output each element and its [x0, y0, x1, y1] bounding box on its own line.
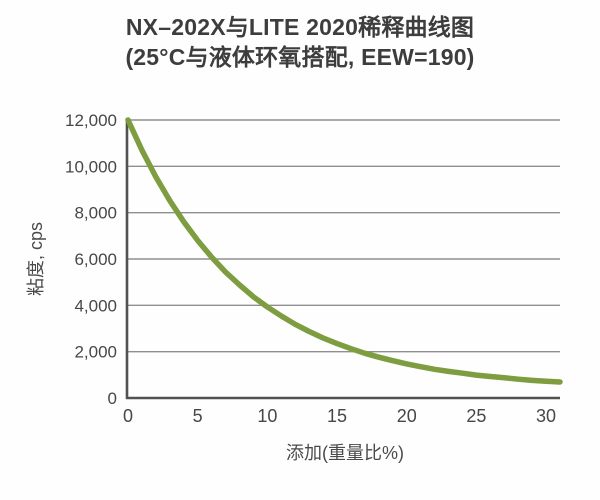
- dilution-curve: [125, 117, 563, 385]
- y-tick-label: 6,000: [74, 250, 117, 269]
- axes: [125, 118, 560, 400]
- y-tick-label: 8,000: [74, 204, 117, 223]
- y-tick-labels: 0 2,000 4,000 6,000 8,000 10,000 12,000: [65, 111, 117, 408]
- x-tick-label: 0: [123, 406, 133, 426]
- chart-title-line2: (25°C与液体环氧搭配, EEW=190): [125, 44, 475, 70]
- x-tick-label: 25: [466, 406, 486, 426]
- x-tick-label: 15: [327, 406, 347, 426]
- chart-title: NX–202X与LITE 2020稀释曲线图 (25°C与液体环氧搭配, EEW…: [0, 12, 600, 72]
- y-tick-label: 0: [108, 389, 117, 408]
- y-tick-label: 4,000: [74, 296, 117, 315]
- gridlines: [128, 119, 560, 353]
- x-axis-title: 添加(重量比%): [286, 443, 404, 463]
- x-tick-label: 20: [397, 406, 417, 426]
- y-axis-title: 粘度, cps: [26, 222, 46, 296]
- y-tick-label: 12,000: [65, 111, 117, 130]
- y-tick-label: 10,000: [65, 157, 117, 176]
- y-tick-label: 2,000: [74, 343, 117, 362]
- x-tick-label: 5: [193, 406, 203, 426]
- x-tick-labels: 0 5 10 15 20 25 30: [123, 406, 556, 426]
- x-tick-label: 30: [536, 406, 556, 426]
- chart-title-line1: NX–202X与LITE 2020稀释曲线图: [125, 14, 475, 40]
- x-tick-label: 10: [257, 406, 277, 426]
